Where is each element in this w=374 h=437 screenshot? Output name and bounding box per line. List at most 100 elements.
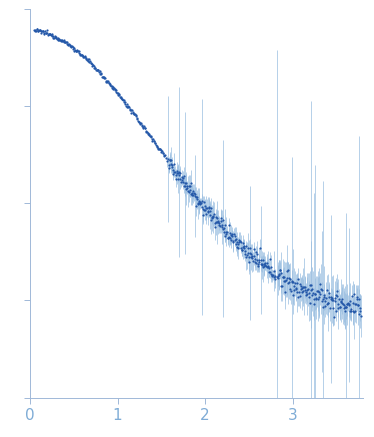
Point [290, 278, 296, 285]
Point [321, 293, 327, 300]
Point [108, 82, 114, 89]
Point [106, 80, 112, 87]
Point [332, 291, 338, 298]
Point [79, 51, 85, 58]
Point [56, 35, 62, 42]
Point [85, 56, 91, 63]
Point [323, 295, 329, 302]
Point [331, 314, 337, 321]
Point [50, 35, 56, 42]
Point [238, 244, 244, 251]
Point [320, 296, 326, 303]
Point [74, 46, 80, 53]
Point [328, 296, 334, 303]
Point [117, 92, 123, 99]
Point [344, 301, 350, 308]
Point [253, 248, 259, 255]
Point [346, 301, 352, 308]
Point [279, 283, 285, 290]
Point [52, 34, 58, 41]
Point [39, 28, 45, 35]
Point [306, 289, 312, 296]
Point [290, 291, 296, 298]
Point [286, 274, 292, 281]
Point [176, 171, 182, 178]
Point [252, 255, 258, 262]
Point [122, 98, 128, 105]
Point [220, 217, 226, 224]
Point [285, 279, 291, 286]
Point [118, 94, 124, 101]
Point [307, 281, 313, 288]
Point [301, 283, 307, 290]
Point [101, 74, 107, 81]
Point [191, 189, 197, 196]
Point [336, 296, 342, 303]
Point [106, 80, 112, 87]
Point [266, 265, 272, 272]
Point [233, 236, 239, 243]
Point [239, 246, 245, 253]
Point [82, 53, 88, 60]
Point [310, 290, 316, 297]
Point [153, 141, 159, 148]
Point [325, 300, 331, 307]
Point [279, 282, 285, 289]
Point [353, 296, 359, 303]
Point [227, 230, 233, 237]
Point [309, 291, 315, 298]
Point [218, 218, 224, 225]
Point [314, 288, 320, 295]
Point [58, 36, 64, 43]
Point [348, 305, 354, 312]
Point [278, 269, 284, 276]
Point [88, 60, 94, 67]
Point [324, 301, 330, 308]
Point [110, 83, 116, 90]
Point [65, 42, 71, 49]
Point [33, 27, 39, 34]
Point [178, 178, 184, 185]
Point [85, 57, 91, 64]
Point [356, 295, 362, 302]
Point [59, 36, 65, 43]
Point [278, 267, 283, 274]
Point [172, 176, 178, 183]
Point [167, 157, 173, 164]
Point [83, 55, 89, 62]
Point [282, 288, 288, 295]
Point [128, 107, 134, 114]
Point [141, 123, 147, 130]
Point [218, 224, 224, 231]
Point [145, 129, 151, 136]
Point [67, 42, 73, 49]
Point [237, 237, 243, 244]
Point [264, 259, 270, 266]
Point [130, 109, 136, 116]
Point [304, 287, 310, 294]
Point [126, 103, 132, 110]
Point [330, 305, 336, 312]
Point [120, 96, 126, 103]
Point [68, 43, 74, 50]
Point [56, 37, 62, 44]
Point [200, 212, 206, 218]
Point [217, 219, 223, 226]
Point [322, 298, 328, 305]
Point [315, 288, 321, 295]
Point [139, 122, 145, 129]
Point [316, 288, 322, 295]
Point [193, 193, 199, 200]
Point [149, 136, 155, 143]
Point [214, 219, 220, 226]
Point [45, 31, 51, 38]
Point [53, 34, 59, 41]
Point [242, 250, 248, 257]
Point [338, 298, 344, 305]
Point [93, 66, 99, 73]
Point [184, 185, 190, 192]
Point [74, 47, 80, 54]
Point [219, 221, 225, 228]
Point [73, 48, 79, 55]
Point [143, 128, 149, 135]
